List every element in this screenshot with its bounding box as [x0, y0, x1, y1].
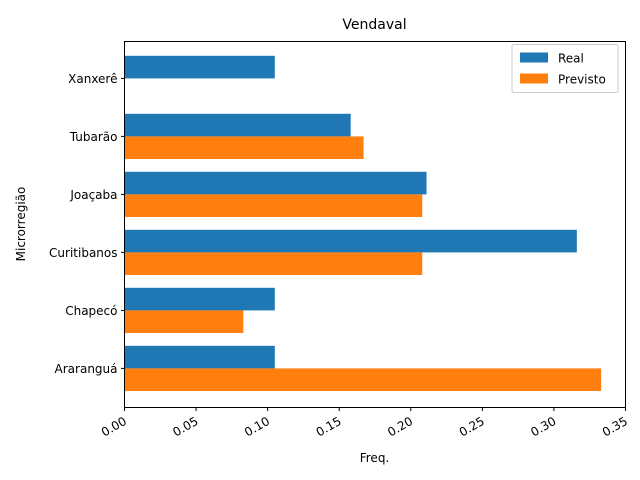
x-axis-label: Freq. [360, 451, 390, 465]
y-tick-label: Curitibanos [49, 246, 117, 260]
legend-label-real: Real [558, 52, 584, 66]
x-tick-label: 0.35 [600, 414, 630, 439]
legend-swatch-real [520, 52, 548, 63]
chart-title: Vendaval [342, 17, 406, 33]
x-tick-label: 0.15 [314, 414, 344, 439]
x-tick-label: 0.30 [528, 414, 558, 439]
plot-frame [124, 41, 626, 408]
legend-label-previsto: Previsto [558, 73, 606, 87]
bars-group [124, 55, 602, 391]
bar-previsto-0 [124, 368, 602, 391]
y-tick-label: Chapecó [65, 304, 117, 318]
bar-previsto-2 [124, 252, 423, 275]
bar-real-1 [124, 287, 275, 311]
bar-previsto-1 [124, 310, 244, 333]
bar-real-5 [124, 55, 275, 79]
bar-previsto-4 [124, 136, 364, 159]
bar-real-4 [124, 113, 351, 137]
y-axis: Araranguá Chapecó Curitibanos Joaçaba Tubarã… [49, 72, 125, 376]
y-tick-label: Araranguá [55, 362, 118, 376]
y-tick-label: Xanxerê [68, 72, 117, 86]
y-tick-label: Tubarão [69, 130, 118, 144]
bar-real-2 [124, 229, 577, 253]
bar-real-0 [124, 345, 275, 369]
x-tick-label: 0.00 [99, 414, 129, 439]
x-tick-label: 0.20 [385, 414, 415, 439]
y-axis-label: Microrregião [14, 187, 28, 262]
bar-previsto-3 [124, 194, 423, 217]
x-tick-label: 0.25 [457, 414, 487, 439]
x-axis: 0.00 0.05 0.10 0.15 0.20 0.25 0.30 0.35 [99, 407, 630, 439]
x-tick-label: 0.10 [242, 414, 272, 439]
y-tick-label: Joaçaba [69, 188, 117, 202]
bar-real-3 [124, 171, 427, 195]
legend-swatch-previsto [520, 73, 548, 84]
x-tick-label: 0.05 [170, 414, 200, 439]
legend: Real Previsto [511, 44, 619, 93]
